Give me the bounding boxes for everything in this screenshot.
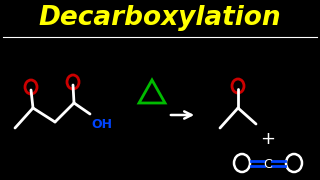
Text: +: + (260, 130, 276, 148)
Text: C: C (264, 158, 272, 170)
Text: Decarboxylation: Decarboxylation (39, 5, 281, 31)
Text: OH: OH (91, 118, 112, 131)
